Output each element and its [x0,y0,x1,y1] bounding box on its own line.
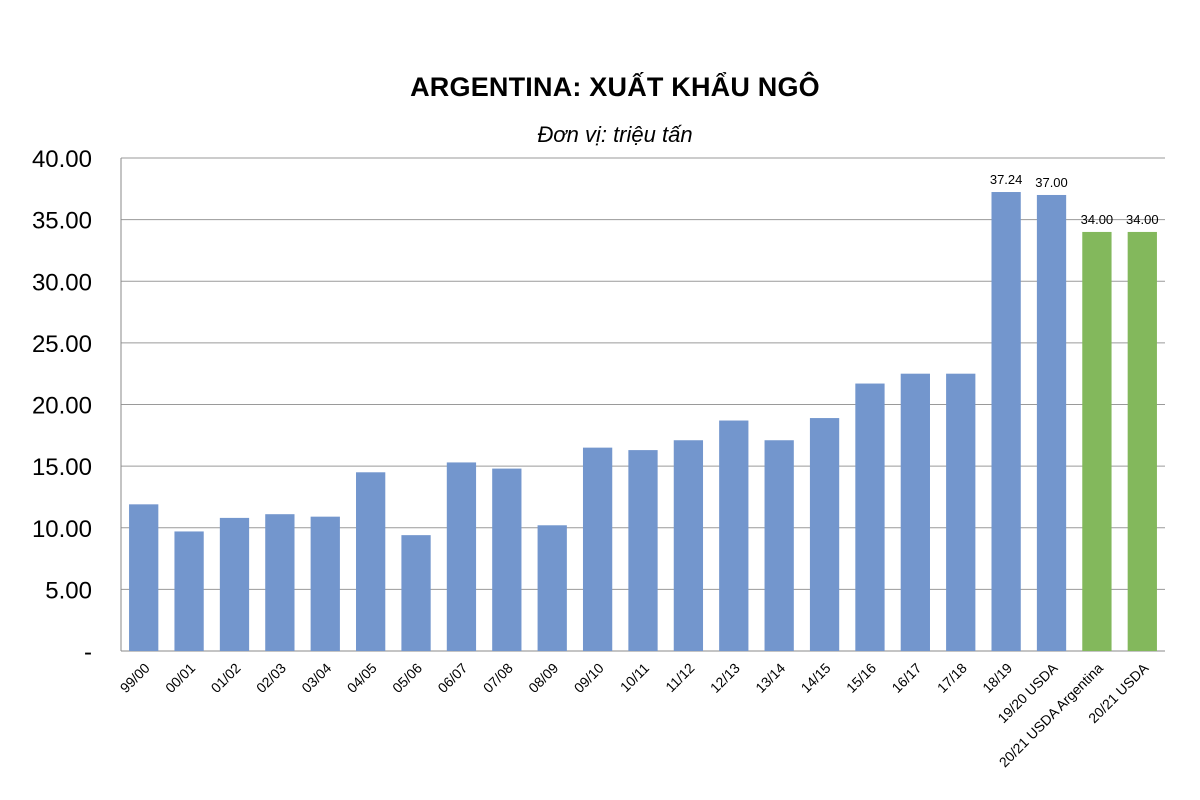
x-tick-label: 14/15 [798,660,834,696]
bar [809,418,840,651]
x-tick-label: 08/09 [525,660,561,696]
y-tick-label: 15.00 [32,454,92,481]
bar [174,531,204,651]
y-tick-label: 35.00 [32,208,92,235]
bar [991,192,1021,651]
bar [537,525,567,651]
y-tick-label: - [84,639,92,666]
x-tick-label: 12/13 [707,660,743,696]
x-tick-label: 07/08 [480,660,516,696]
x-tick-label: 03/04 [298,660,334,696]
y-axis-ticks: - 5.00 10.00 15.00 20.00 25.00 30.00 35.00 40.00 [32,146,92,666]
bar [492,468,522,651]
data-label: 34.00 [1081,212,1114,227]
y-tick-label: 40.00 [32,146,92,173]
bar [673,440,704,651]
bar [719,420,749,651]
bar [946,373,976,651]
bar [900,373,930,651]
x-tick-label: 18/19 [979,660,1015,696]
data-labels: 37.24 37.00 34.00 34.00 [990,172,1159,227]
x-tick-label: 99/00 [117,660,153,696]
x-tick-label: 06/07 [434,660,470,696]
x-tick-label: 04/05 [344,660,380,696]
x-tick-label: 05/06 [389,660,425,696]
bar [855,383,885,651]
x-tick-label: 16/17 [888,660,924,696]
y-tick-label: 30.00 [32,269,92,296]
bar [219,517,250,651]
chart-subtitle: Đơn vị: triệu tấn [537,122,693,147]
x-tick-label: 11/12 [662,660,698,696]
bar [764,440,794,651]
data-label: 37.24 [990,172,1023,187]
bar [1036,194,1067,651]
y-tick-label: 20.00 [32,393,92,420]
bars [129,192,1157,651]
x-tick-label: 10/11 [617,660,653,696]
x-tick-label: 01/02 [208,660,244,696]
x-tick-label: 02/03 [253,660,289,696]
bar [1127,231,1157,651]
bar [446,462,477,651]
x-tick-label: 09/10 [571,660,607,696]
chart-title: ARGENTINA: XUẤT KHẨU NGÔ [410,72,820,102]
y-tick-label: 5.00 [45,577,92,604]
bar [401,535,431,651]
x-axis-ticks: 99/00 00/01 01/02 02/03 03/04 04/05 05/06 06/07… [117,659,1152,770]
bar [628,450,658,651]
bar [356,472,386,651]
y-tick-label: 10.00 [32,516,92,543]
y-tick-label: 25.00 [32,331,92,358]
bar [265,514,295,651]
data-label: 37.00 [1035,175,1068,190]
x-tick-label: 00/01 [162,660,198,696]
x-tick-label: 13/14 [752,660,788,696]
bar [582,447,613,651]
bar [310,516,340,651]
x-tick-label: 15/16 [843,660,879,696]
bar [129,504,159,651]
bar [1082,231,1112,651]
x-tick-label: 17/18 [934,660,970,696]
data-label: 34.00 [1126,212,1159,227]
